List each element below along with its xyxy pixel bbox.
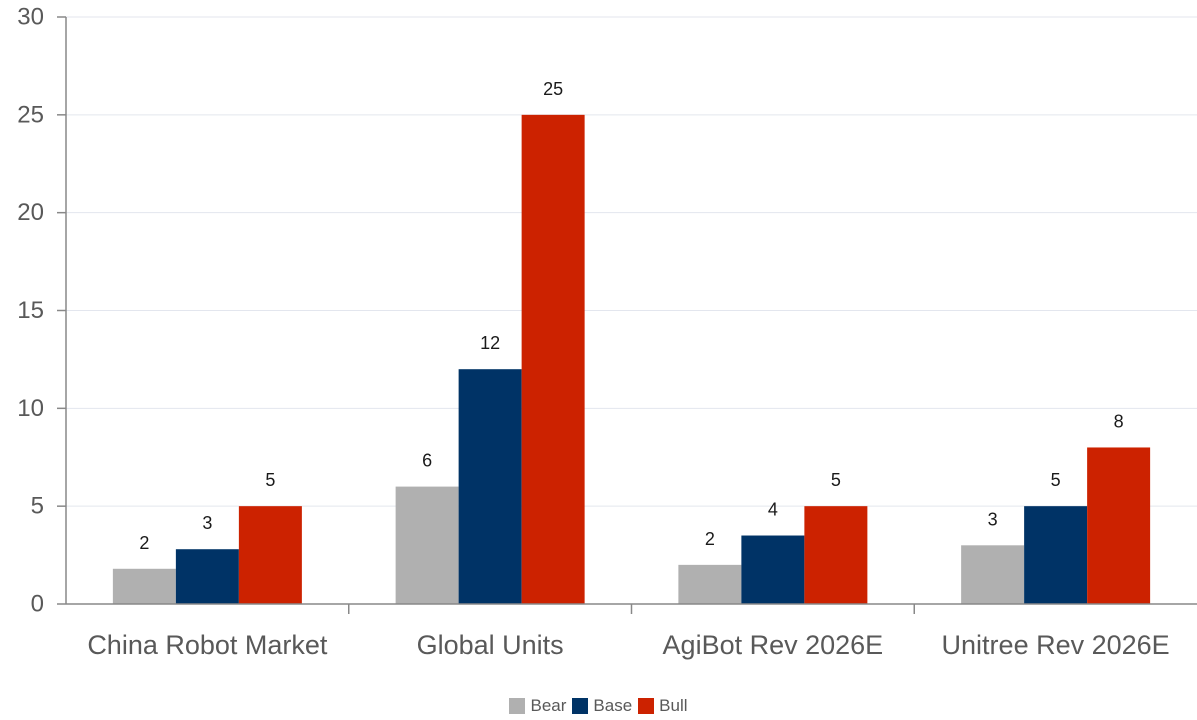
data-label: 2 xyxy=(705,529,715,549)
x-tick-label: Global Units xyxy=(417,630,564,660)
data-label: 2 xyxy=(139,533,149,553)
data-label: 3 xyxy=(202,513,212,533)
bar-base xyxy=(1024,506,1088,604)
data-label: 5 xyxy=(1051,470,1061,490)
legend-label: Bull xyxy=(659,696,688,715)
x-tick-label: AgiBot Rev 2026E xyxy=(663,630,884,660)
legend: Bear Base Bull xyxy=(0,696,1197,719)
legend-swatch xyxy=(509,698,526,714)
bar-bear xyxy=(395,486,459,604)
data-labels: 2 3 5 6 12 25 2 4 5 3 5 8 xyxy=(139,79,1123,553)
bar-bear xyxy=(112,568,176,604)
legend-label: Base xyxy=(593,696,633,715)
bar-bull xyxy=(804,506,868,604)
bar-bear xyxy=(678,564,742,604)
y-axis: 0 5 10 15 20 25 30 xyxy=(17,4,67,618)
data-label: 5 xyxy=(831,470,841,490)
bar-bear xyxy=(961,545,1025,604)
y-tick-label: 10 xyxy=(17,395,44,422)
legend-item-base: Base xyxy=(572,696,632,716)
bar-base xyxy=(458,369,522,604)
data-label: 5 xyxy=(265,470,275,490)
legend-swatch xyxy=(572,698,589,714)
x-tick-label: Unitree Rev 2026E xyxy=(942,630,1170,660)
bar-bull xyxy=(521,114,585,604)
legend-swatch xyxy=(638,698,655,714)
x-tick-label: China Robot Market xyxy=(87,630,328,660)
data-label: 12 xyxy=(480,333,500,353)
data-label: 6 xyxy=(422,451,432,471)
y-tick-label: 30 xyxy=(17,4,44,31)
y-tick-label: 20 xyxy=(17,199,44,226)
gridlines xyxy=(66,16,1197,507)
bar-base xyxy=(175,549,239,604)
y-tick-label: 0 xyxy=(31,591,44,618)
bar-bull xyxy=(238,506,302,604)
legend-label: Bear xyxy=(530,696,567,715)
y-tick-label: 25 xyxy=(17,101,44,128)
bar-base xyxy=(741,535,805,604)
data-label: 8 xyxy=(1114,411,1124,431)
x-axis: China Robot Market Global Units AgiBot Rev… xyxy=(66,603,1197,660)
legend-item-bear: Bear xyxy=(509,696,566,716)
y-tick-label: 15 xyxy=(17,297,44,324)
bar-bull xyxy=(1087,447,1151,604)
y-tick-label: 5 xyxy=(31,493,44,520)
data-label: 4 xyxy=(768,500,778,520)
legend-item-bull: Bull xyxy=(638,696,688,716)
data-label: 25 xyxy=(543,79,563,99)
bars xyxy=(112,114,1151,604)
data-label: 3 xyxy=(988,509,998,529)
